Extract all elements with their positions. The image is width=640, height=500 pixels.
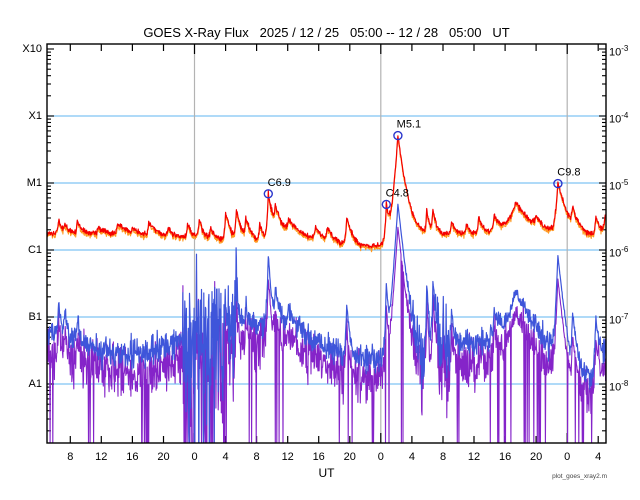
- y-tick-label-left: M1: [26, 177, 42, 189]
- x-axis-label: UT: [318, 466, 335, 480]
- x-tick-label: 16: [312, 451, 325, 463]
- flare-label: M5.1: [397, 119, 421, 131]
- y-tick-label-left: X1: [28, 110, 42, 122]
- y-tick-label-right: 10-4: [609, 111, 629, 126]
- x-tick-label: 20: [157, 451, 170, 463]
- x-tick-label: 4: [222, 451, 229, 463]
- flare-label: C4.8: [386, 187, 409, 199]
- x-tick-label: 0: [191, 451, 198, 463]
- y-tick-label-right: 10-5: [609, 178, 629, 193]
- y-tick-label-left: B1: [28, 311, 42, 323]
- x-tick-label: 20: [343, 451, 356, 463]
- x-tick-label: 8: [253, 451, 260, 463]
- flare-peak-marker: [553, 178, 563, 189]
- x-tick-label: 4: [595, 451, 602, 463]
- flare-peak-marker: [263, 189, 273, 199]
- chart-title: GOES X-Ray Flux 2025 / 12 / 25 05:00 -- …: [143, 25, 510, 40]
- short-channel-primary-curve: [47, 203, 606, 443]
- long-channel-primary-curve: [47, 135, 606, 249]
- short-channel-secondary-curve: [47, 226, 606, 443]
- flare-peak-marker: [393, 130, 403, 141]
- y-tick-label-right: 10-8: [609, 379, 629, 394]
- y-tick-label-left: A1: [28, 378, 42, 390]
- x-tick-label: 16: [126, 451, 139, 463]
- x-tick-label: 12: [281, 451, 294, 463]
- flare-label: C6.9: [268, 177, 291, 189]
- y-tick-label-right: 10-3: [609, 44, 629, 59]
- y-tick-label-right: 10-7: [609, 312, 629, 327]
- x-tick-label: 12: [467, 451, 481, 463]
- y-tick-label-left: X10: [22, 43, 42, 55]
- x-tick-label: 8: [67, 451, 74, 463]
- x-tick-label: 4: [408, 451, 415, 463]
- y-tick-label-right: 10-6: [609, 245, 629, 260]
- y-tick-label-left: C1: [27, 244, 42, 256]
- plot-border: [46, 43, 607, 444]
- x-tick-label: 8: [439, 451, 447, 463]
- flare-peak-marker: [381, 199, 391, 210]
- script-watermark: plot_goes_xray2.m: [552, 473, 607, 480]
- x-tick-label: 20: [529, 451, 543, 463]
- x-tick-label: 0: [564, 451, 571, 463]
- x-tick-label: 0: [377, 451, 384, 463]
- x-tick-label: 16: [498, 451, 512, 463]
- flare-label: C9.8: [557, 167, 580, 179]
- x-tick-label: 12: [95, 451, 108, 463]
